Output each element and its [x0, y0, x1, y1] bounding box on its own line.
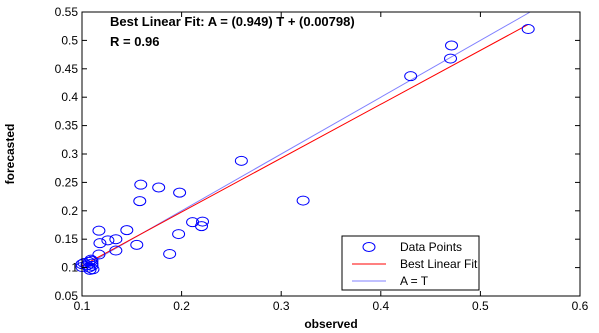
- data-point: [85, 258, 99, 269]
- y-tick-label: 0.1: [61, 261, 78, 275]
- data-point: [93, 238, 107, 249]
- data-point: [109, 234, 123, 245]
- best-fit-line: [81, 24, 529, 267]
- y-tick-label: 0.5: [61, 33, 78, 47]
- data-point: [404, 71, 418, 82]
- y-tick-label: 0.35: [55, 119, 79, 133]
- data-point: [120, 225, 134, 236]
- data-point: [172, 229, 186, 240]
- data-point: [134, 179, 148, 190]
- data-point: [445, 40, 459, 51]
- data-point: [92, 225, 106, 236]
- legend-marker-data-points: [362, 242, 376, 252]
- legend-entry: Best Linear Fit: [400, 257, 478, 271]
- data-point: [92, 249, 106, 260]
- plot-area: [82, 12, 580, 296]
- x-tick-label: 0.2: [173, 299, 190, 313]
- y-tick-label: 0.55: [55, 5, 79, 19]
- data-point: [521, 24, 535, 35]
- y-tick-label: 0.25: [55, 175, 79, 189]
- y-tick-label: 0.4: [61, 90, 78, 104]
- data-point: [152, 182, 166, 193]
- data-point: [173, 187, 187, 198]
- data-point: [85, 260, 99, 271]
- y-axis-label: forecasted: [3, 124, 17, 185]
- data-point: [133, 196, 147, 207]
- y-tick-label: 0.15: [55, 232, 79, 246]
- x-tick-label: 0.3: [273, 299, 290, 313]
- legend: Data Points Best Linear Fit A = T: [341, 235, 480, 291]
- data-point: [130, 239, 144, 250]
- fit-equation-annotation: Best Linear Fit: A = (0.949) T + (0.0079…: [110, 14, 355, 29]
- x-tick-label: 0.1: [74, 299, 91, 313]
- correlation-annotation: R = 0.96: [110, 34, 160, 49]
- legend-entry: A = T: [400, 274, 429, 288]
- data-point: [84, 254, 98, 265]
- data-point: [234, 155, 248, 166]
- y-tick-label: 0.05: [55, 289, 79, 303]
- x-tick-label: 0.6: [572, 299, 589, 313]
- legend-box: [341, 235, 480, 291]
- x-axis-label: observed: [304, 317, 357, 331]
- x-tick-label: 0.5: [472, 299, 489, 313]
- data-point: [196, 216, 210, 227]
- data-point: [296, 195, 310, 206]
- data-point: [101, 235, 115, 246]
- legend-entry: Data Points: [400, 240, 462, 254]
- data-point: [163, 248, 177, 259]
- data-point: [86, 264, 100, 275]
- data-point: [195, 221, 209, 232]
- data-point: [109, 245, 123, 256]
- data-point: [444, 53, 458, 64]
- y-tick-label: 0.3: [61, 147, 78, 161]
- y-tick-label: 0.45: [55, 62, 79, 76]
- y-tick-label: 0.2: [61, 204, 78, 218]
- x-tick-label: 0.4: [372, 299, 389, 313]
